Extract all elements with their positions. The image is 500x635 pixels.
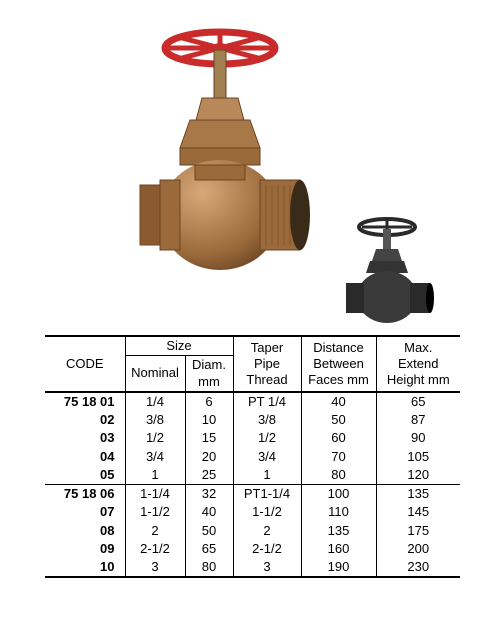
cell-nominal: 3 (125, 558, 185, 577)
header-code: CODE (45, 336, 125, 392)
cell-distance: 190 (301, 558, 376, 577)
cell-nominal: 1-1/4 (125, 485, 185, 504)
cell-code: 04 (45, 448, 125, 466)
header-taper: TaperPipeThread (233, 336, 301, 392)
cell-code: 08 (45, 522, 125, 540)
cell-nominal: 1 (125, 466, 185, 485)
cell-height: 65 (376, 392, 460, 411)
spec-table: CODE Size TaperPipeThread DistanceBetwee… (45, 335, 460, 578)
table-row: 043/4203/470105 (45, 448, 460, 466)
table-row: 103803190230 (45, 558, 460, 577)
table-row: 031/2151/26090 (45, 429, 460, 447)
cell-diam: 65 (185, 540, 233, 558)
table-row: 75 18 011/46PT 1/44065 (45, 392, 460, 411)
header-distance: DistanceBetweenFaces mm (301, 336, 376, 392)
cell-distance: 135 (301, 522, 376, 540)
cell-taper: 2 (233, 522, 301, 540)
cell-code: 03 (45, 429, 125, 447)
cell-taper: 1 (233, 466, 301, 485)
table-row: 023/8103/85087 (45, 411, 460, 429)
valve-large-illustration (120, 20, 320, 310)
table-row: 05125180120 (45, 466, 460, 485)
cell-height: 175 (376, 522, 460, 540)
cell-distance: 80 (301, 466, 376, 485)
table-row: 092-1/2652-1/2160200 (45, 540, 460, 558)
cell-distance: 160 (301, 540, 376, 558)
cell-taper: PT 1/4 (233, 392, 301, 411)
cell-nominal: 1/4 (125, 392, 185, 411)
cell-taper: 1/2 (233, 429, 301, 447)
valve-small-illustration (340, 215, 435, 335)
cell-height: 120 (376, 466, 460, 485)
cell-nominal: 3/8 (125, 411, 185, 429)
table-row: 75 18 061-1/432PT1-1/4100135 (45, 485, 460, 504)
cell-nominal: 1/2 (125, 429, 185, 447)
cell-nominal: 1-1/2 (125, 503, 185, 521)
cell-distance: 60 (301, 429, 376, 447)
cell-height: 145 (376, 503, 460, 521)
cell-nominal: 2-1/2 (125, 540, 185, 558)
spec-table-container: CODE Size TaperPipeThread DistanceBetwee… (45, 335, 460, 578)
cell-height: 105 (376, 448, 460, 466)
product-image-area (0, 0, 500, 330)
cell-code: 05 (45, 466, 125, 485)
cell-code: 75 18 01 (45, 392, 125, 411)
cell-code: 02 (45, 411, 125, 429)
cell-nominal: 2 (125, 522, 185, 540)
cell-code: 07 (45, 503, 125, 521)
cell-distance: 100 (301, 485, 376, 504)
header-diam: Diam.mm (185, 356, 233, 392)
cell-diam: 6 (185, 392, 233, 411)
cell-nominal: 3/4 (125, 448, 185, 466)
cell-taper: 3/4 (233, 448, 301, 466)
cell-diam: 15 (185, 429, 233, 447)
header-nominal: Nominal (125, 356, 185, 392)
cell-code: 10 (45, 558, 125, 577)
cell-height: 90 (376, 429, 460, 447)
cell-height: 87 (376, 411, 460, 429)
cell-diam: 20 (185, 448, 233, 466)
cell-height: 135 (376, 485, 460, 504)
cell-height: 230 (376, 558, 460, 577)
cell-distance: 50 (301, 411, 376, 429)
cell-code: 75 18 06 (45, 485, 125, 504)
cell-taper: PT1-1/4 (233, 485, 301, 504)
cell-height: 200 (376, 540, 460, 558)
cell-taper: 3 (233, 558, 301, 577)
cell-distance: 70 (301, 448, 376, 466)
cell-diam: 80 (185, 558, 233, 577)
cell-taper: 2-1/2 (233, 540, 301, 558)
cell-code: 09 (45, 540, 125, 558)
cell-diam: 50 (185, 522, 233, 540)
cell-diam: 25 (185, 466, 233, 485)
cell-diam: 40 (185, 503, 233, 521)
cell-taper: 1-1/2 (233, 503, 301, 521)
table-row: 082502135175 (45, 522, 460, 540)
header-height: Max.ExtendHeight mm (376, 336, 460, 392)
cell-distance: 40 (301, 392, 376, 411)
cell-diam: 32 (185, 485, 233, 504)
header-size: Size (125, 336, 233, 356)
cell-distance: 110 (301, 503, 376, 521)
cell-diam: 10 (185, 411, 233, 429)
table-row: 071-1/2401-1/2110145 (45, 503, 460, 521)
cell-taper: 3/8 (233, 411, 301, 429)
